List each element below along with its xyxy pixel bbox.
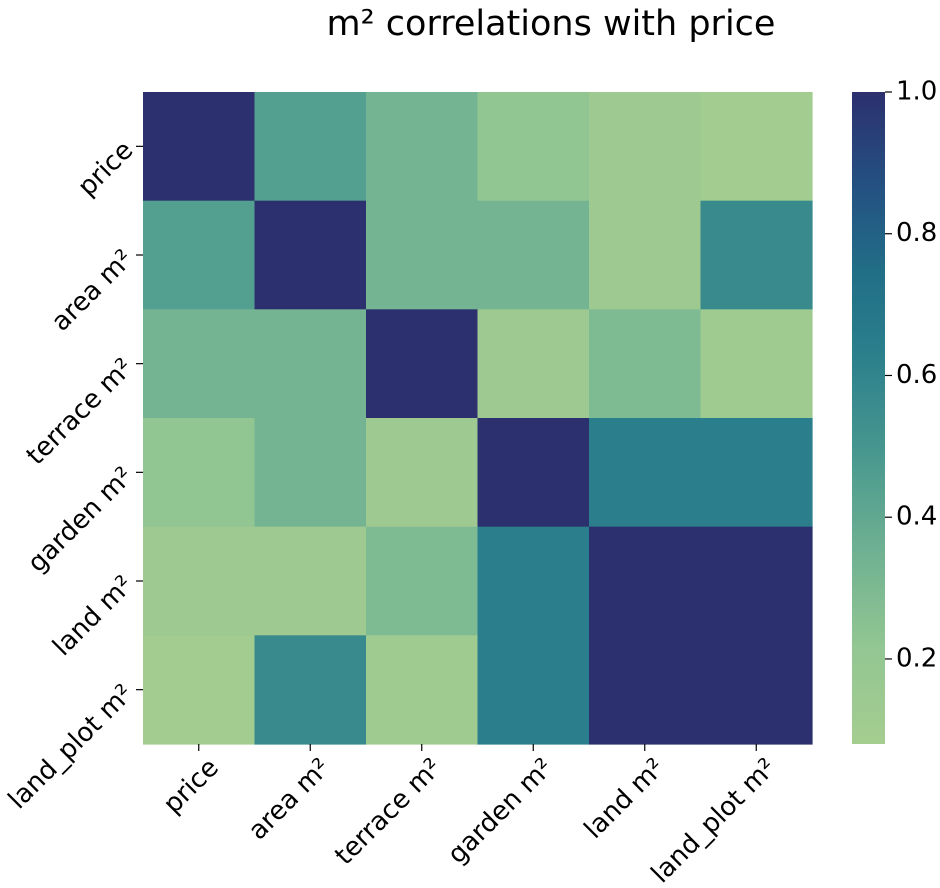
y-tick-label: land_plot m²	[3, 679, 139, 815]
heatmap-cells	[143, 92, 813, 745]
colorbar-tick-label: 0.6	[896, 360, 937, 390]
heatmap-cell	[477, 92, 590, 202]
heatmap-cell	[143, 92, 256, 202]
colorbar-gradient	[852, 92, 885, 744]
heatmap-cell	[366, 309, 479, 419]
colorbar-tick-label: 0.2	[896, 643, 937, 673]
heatmap-cell	[254, 92, 367, 202]
heatmap-cell	[700, 309, 813, 419]
heatmap-cell	[366, 526, 479, 636]
heatmap-cell	[366, 200, 479, 310]
heatmap-cell	[254, 635, 367, 745]
heatmap-cell	[143, 309, 256, 419]
y-tick-label: terrace m²	[21, 353, 139, 471]
heatmap-cell	[254, 418, 367, 528]
heatmap-cell	[143, 526, 256, 636]
x-tick-label: price	[158, 753, 225, 820]
heatmap-cell	[589, 92, 702, 202]
x-tick-label: garden m²	[442, 753, 559, 870]
heatmap-cell	[477, 635, 590, 745]
heatmap-cell	[366, 418, 479, 528]
x-tick-label: land m²	[579, 753, 671, 845]
heatmap-cell	[143, 635, 256, 745]
heatmap-cell	[589, 635, 702, 745]
heatmap-cell	[477, 309, 590, 419]
heatmap-cell	[254, 309, 367, 419]
y-tick-label: garden m²	[22, 461, 139, 578]
colorbar: 0.2 0.4 0.6 0.8 1.0	[852, 77, 937, 744]
heatmap-cell	[477, 200, 590, 310]
heatmap-cell	[143, 200, 256, 310]
heatmap-cell	[477, 418, 590, 528]
heatmap-cell	[366, 635, 479, 745]
colorbar-tick-label: 1.0	[896, 77, 937, 107]
heatmap-cell	[700, 635, 813, 745]
heatmap-cell	[477, 526, 590, 636]
heatmap-cell	[254, 526, 367, 636]
colorbar-tick-label: 0.4	[896, 502, 937, 532]
heatmap-cell	[700, 418, 813, 528]
y-tick-label: price	[72, 135, 139, 202]
x-tick-label: terrace m²	[329, 753, 447, 871]
heatmap-cell	[589, 309, 702, 419]
heatmap-cell	[366, 92, 479, 202]
heatmap-cell	[254, 200, 367, 310]
heatmap-cell	[700, 526, 813, 636]
heatmap-cell	[143, 418, 256, 528]
heatmap-cell	[700, 200, 813, 310]
y-tick-label: land m²	[47, 570, 139, 662]
heatmap-cell	[589, 200, 702, 310]
heatmap-cell	[700, 92, 813, 202]
y-tick-label: area m²	[46, 244, 139, 337]
colorbar-tick-label: 0.8	[896, 218, 937, 248]
heatmap-cell	[589, 526, 702, 636]
heatmap-cell	[589, 418, 702, 528]
chart-title: m² correlations with price	[327, 4, 776, 44]
x-tick-label: area m²	[243, 753, 336, 846]
